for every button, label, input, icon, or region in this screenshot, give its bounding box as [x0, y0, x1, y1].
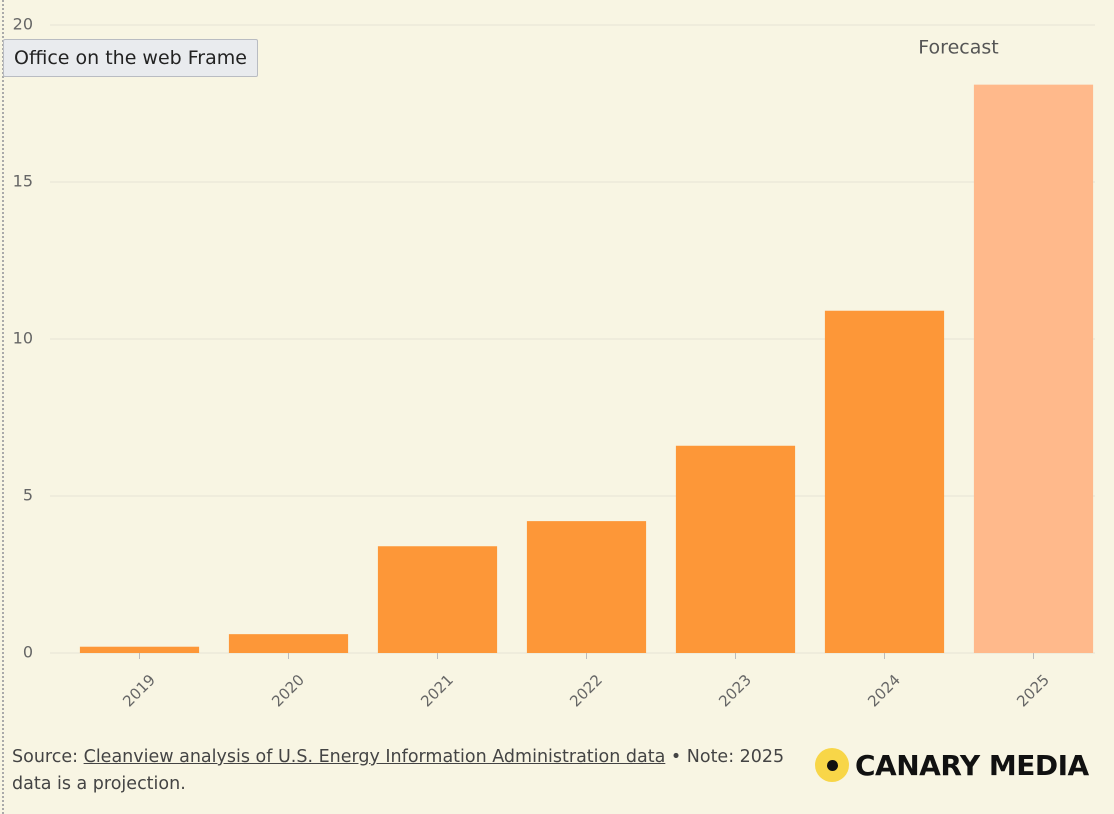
- x-tick-label: 2023: [715, 671, 755, 711]
- y-tick-label: 5: [23, 486, 33, 505]
- bar: [526, 521, 647, 653]
- annotation: Forecast: [918, 37, 998, 59]
- footer: Source: Cleanview analysis of U.S. Energ…: [12, 744, 787, 798]
- x-tick-label: 2019: [119, 671, 159, 711]
- note: • Note: 2025 data is a projection.: [12, 747, 785, 794]
- logo-text: CANARY MEDIA: [855, 748, 1089, 782]
- x-tick-label: 2022: [566, 671, 606, 711]
- x-tick-label: 2021: [417, 671, 457, 711]
- bar: [675, 445, 796, 653]
- bar: [377, 546, 498, 653]
- frame-edge: [2, 0, 4, 814]
- bar: [824, 310, 945, 653]
- bar: [973, 84, 1094, 653]
- y-tick-label: 20: [13, 15, 33, 34]
- y-tick-label: 0: [23, 643, 33, 662]
- y-tick-label: 10: [13, 329, 33, 348]
- x-tick-label: 2020: [268, 671, 308, 711]
- tooltip: Office on the web Frame: [3, 39, 258, 77]
- logo: CANARY MEDIA: [815, 746, 1089, 784]
- source-label: Source:: [12, 747, 79, 767]
- x-tick-label: 2025: [1013, 671, 1053, 711]
- bar: [79, 646, 200, 653]
- x-tick-label: 2024: [864, 671, 904, 711]
- logo-icon: [815, 748, 849, 782]
- y-tick-label: 15: [13, 172, 33, 191]
- bar: [228, 634, 349, 653]
- source-link[interactable]: Cleanview analysis of U.S. Energy Inform…: [83, 747, 666, 767]
